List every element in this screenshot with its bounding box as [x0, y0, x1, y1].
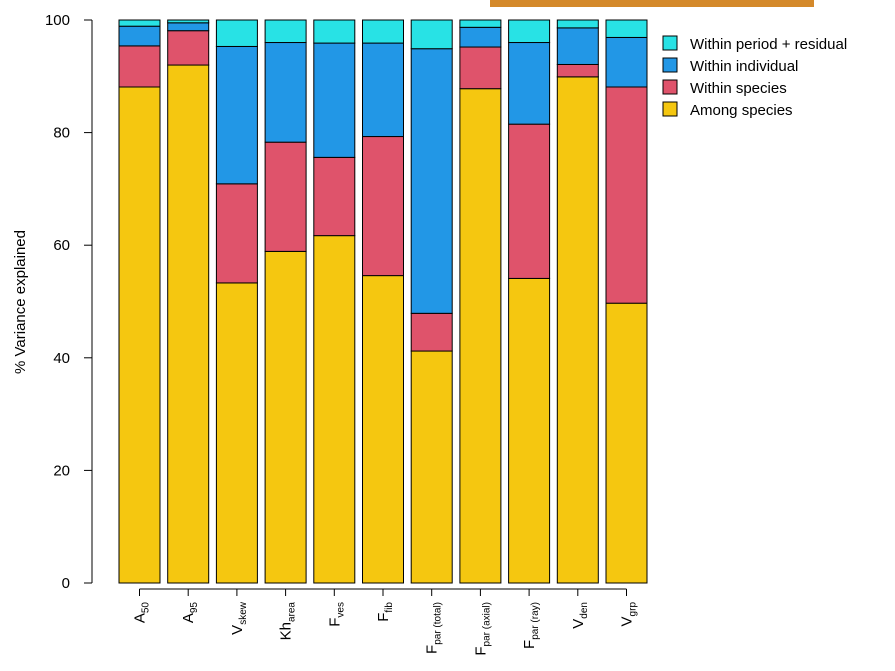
x-tick-label: Fpar (axial) [472, 602, 492, 656]
bar-segment-among-species [605, 302, 648, 584]
bar-segment-among-species [167, 64, 210, 584]
y-tick-label: 100 [45, 12, 70, 29]
legend-swatch [662, 101, 678, 117]
bar-segment-within-species [167, 30, 210, 66]
y-tick-label: 60 [53, 237, 70, 254]
legend-label: Within period + residual [690, 36, 847, 53]
y-tick-label: 80 [53, 125, 70, 142]
x-tick-label: Fpar (ray) [521, 602, 541, 649]
x-tick-label: Fves [326, 602, 346, 627]
bar-segment-among-species [118, 86, 161, 584]
bar-segment-among-species [215, 282, 258, 584]
legend-label: Among species [690, 102, 793, 119]
bar-segment-within-individual [264, 42, 307, 143]
bar-segment-within-species [313, 156, 356, 237]
bar-segment-within-species [508, 123, 551, 279]
x-tick-label: Vgrp [619, 602, 639, 627]
bar-segment-within-species [215, 183, 258, 284]
y-axis-label: % Variance explained [12, 230, 29, 374]
bar-segment-among-species [410, 350, 453, 584]
bar-segment-within-species [264, 141, 307, 252]
legend: Within period + residual Within individua… [662, 35, 847, 119]
y-axis: 0 20 40 60 80 100 [45, 12, 93, 592]
bar-segment-within-individual [313, 42, 356, 158]
bar-segment-within-individual [362, 42, 404, 138]
bar-segment-within-period-residual [556, 19, 599, 29]
x-tick-label: A50 [132, 602, 152, 624]
bar-segment-within-period-residual [508, 19, 551, 44]
legend-swatch [662, 35, 678, 51]
x-tick-label: Fpar (total) [424, 602, 444, 654]
bar-segment-within-period-residual [362, 19, 404, 44]
bar-segment-within-period-residual [313, 19, 356, 44]
bar-segment-within-period-residual [605, 19, 648, 38]
y-tick-label: 20 [53, 462, 70, 479]
bar-segment-among-species [459, 88, 502, 584]
bar-segment-within-period-residual [459, 19, 502, 28]
y-tick-label: 0 [62, 575, 70, 592]
bar-segment-among-species [362, 275, 404, 584]
bar-segment-within-species [605, 86, 648, 304]
bar-segment-within-period-residual [167, 19, 210, 24]
legend-swatch [662, 57, 678, 73]
x-tick-label: A95 [180, 602, 200, 624]
bar-segment-within-individual [556, 27, 599, 65]
bar-segment-within-species [459, 46, 502, 90]
x-axis: A50 A95 Vskew Kharea Fves Ffib Fpar (total) Fpa… [132, 588, 639, 656]
bar-segment-within-period-residual [264, 19, 307, 44]
bar-segment-within-individual [410, 48, 453, 314]
bar-segment-within-species [556, 63, 599, 78]
top-accent-bar [490, 0, 814, 7]
bar-segment-among-species [508, 277, 551, 584]
bar-segment-within-individual [167, 22, 210, 32]
bar-segment-within-individual [118, 25, 161, 47]
bar-segment-within-species [410, 312, 453, 352]
bar-segment-within-period-residual [410, 19, 453, 50]
bar-segment-within-individual [605, 36, 648, 88]
bar-segment-within-species [362, 136, 404, 277]
y-tick-label: 40 [53, 350, 70, 367]
x-tick-label: Kharea [278, 602, 298, 641]
legend-label: Within individual [690, 58, 798, 75]
bar-segment-within-period-residual [215, 19, 258, 47]
bars [118, 19, 648, 584]
x-tick-label: Vskew [229, 601, 249, 635]
bar-segment-within-individual [215, 45, 258, 185]
bar-segment-within-individual [459, 26, 502, 48]
bar-segment-within-species [118, 45, 161, 88]
legend-swatch [662, 79, 678, 95]
bar-segment-within-individual [508, 42, 551, 125]
bar-segment-within-period-residual [118, 19, 161, 27]
legend-label: Within species [690, 80, 787, 97]
bar-segment-among-species [264, 250, 307, 584]
bar-segment-among-species [313, 235, 356, 584]
x-tick-label: Ffib [375, 602, 395, 622]
bar-segment-among-species [556, 76, 599, 584]
x-tick-label: Vden [570, 602, 590, 629]
